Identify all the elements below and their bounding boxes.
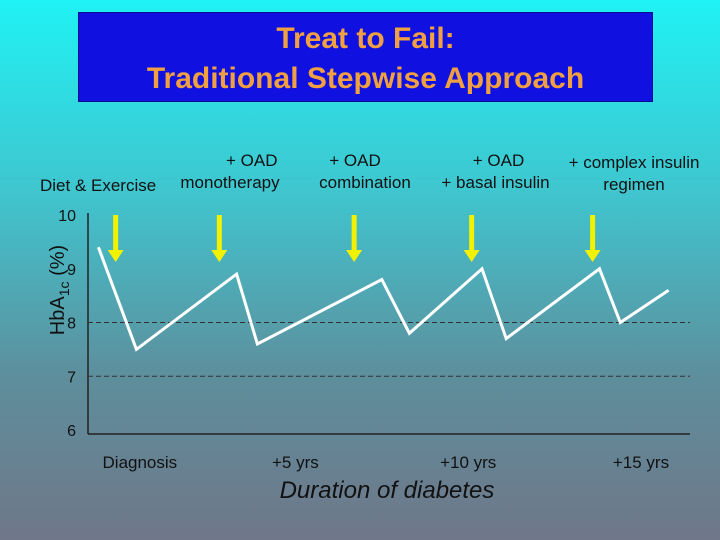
stage-label-line: regimen	[603, 175, 665, 194]
title-line-1: Treat to Fail:	[276, 22, 455, 55]
stage-label-line: + complex insulin	[568, 153, 700, 172]
stage-complex-insulin: + complex insulin regimen	[556, 152, 712, 196]
y-tick-label: 7	[67, 369, 76, 386]
x-tick-label: Diagnosis	[103, 453, 178, 472]
x-tick-label: +10 yrs	[440, 453, 496, 472]
escalation-arrow-head	[584, 250, 601, 262]
y-axis-title: HbA1c (%)	[47, 245, 72, 335]
stage-label-line: + OAD	[226, 151, 278, 170]
y-title-unit: (%)	[47, 245, 69, 282]
title-banner: Treat to Fail: Traditional Stepwise Appr…	[78, 12, 653, 102]
hba1c-series-line	[96, 246, 670, 352]
stage-oad-monotherapy: + OAD monotherapy	[170, 150, 290, 194]
stage-label-line: + OAD	[472, 151, 525, 170]
y-title-sub: 1c	[56, 281, 72, 296]
title-line-2: Traditional Stepwise Approach	[146, 62, 585, 95]
y-title-main: HbA	[47, 296, 69, 336]
stage-oad-basal-insulin: + OAD + basal insulin	[428, 150, 563, 194]
stage-label-line: combination	[319, 173, 411, 192]
y-tick-label: 6	[67, 423, 76, 440]
stage-label-line: monotherapy	[180, 173, 280, 192]
escalation-arrow-head	[463, 250, 480, 262]
y-tick-label: 10	[58, 208, 76, 225]
stage-label-line: + basal insulin	[441, 173, 550, 192]
escalation-arrow-head	[346, 250, 363, 262]
x-tick-label: +5 yrs	[272, 453, 319, 472]
stage-diet-exercise: Diet & Exercise	[40, 176, 157, 195]
stage-label-line: + OAD	[329, 151, 381, 170]
stage-oad-combination: + OAD combination	[305, 150, 425, 194]
x-tick-label: +15 yrs	[613, 453, 669, 472]
y-tick-label: 8	[67, 316, 76, 333]
x-axis-title: Duration of diabetes	[280, 477, 495, 504]
escalation-arrow-head	[107, 250, 124, 262]
y-tick-label: 9	[67, 262, 76, 279]
escalation-arrow-head	[211, 250, 228, 262]
